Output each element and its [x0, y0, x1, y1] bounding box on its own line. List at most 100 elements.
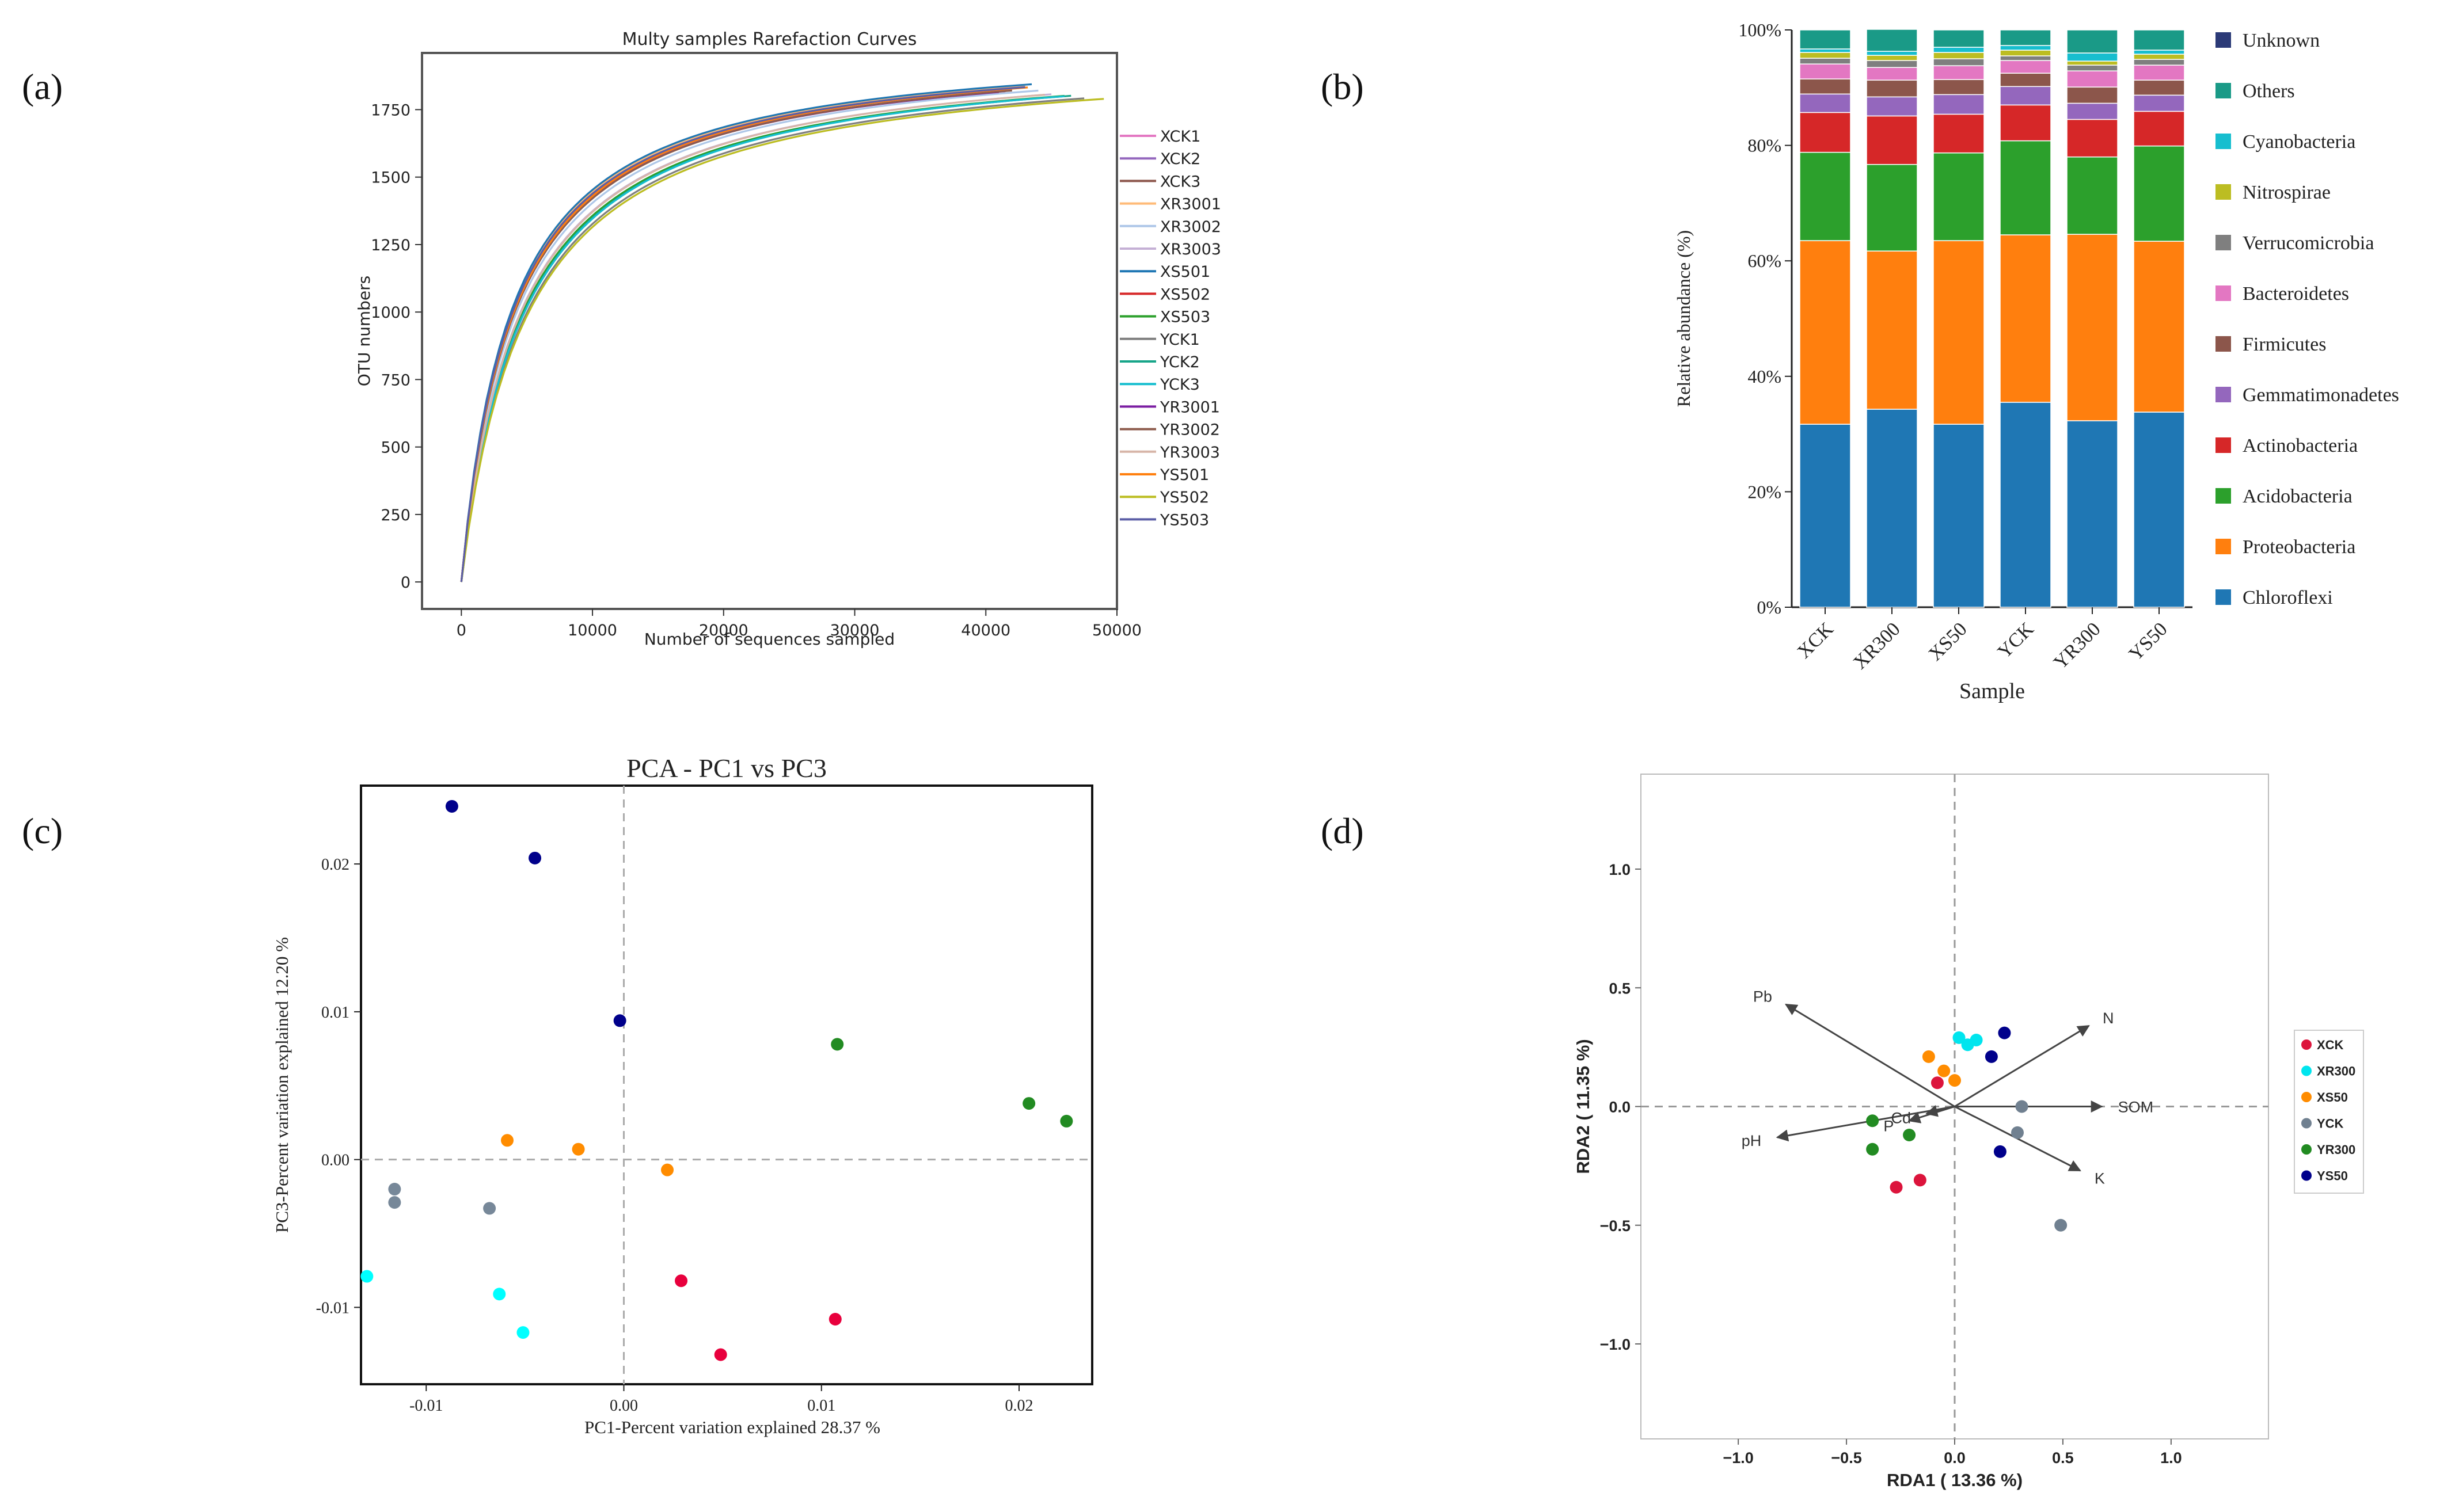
data-point-group2-1	[360, 1270, 374, 1283]
bar-segment-XR300-Chloroflexi	[1866, 409, 1918, 608]
rda-chart: −1.0 −0.5 0.0 0.5 1.0 −1.0 −0.5 0.0 0.5 1.0 RDA1 (…	[1573, 774, 2364, 1490]
y-tick-label: 0.0	[1609, 1099, 1631, 1116]
x-tick-label: 0	[457, 622, 466, 639]
y-tick-label: 0.00	[321, 1152, 349, 1170]
env-arrow-label-pH: pH	[1742, 1132, 1762, 1149]
x-tick-label: XCK	[1793, 618, 1838, 662]
data-point-YS50-3	[1993, 1145, 2006, 1158]
data-point-group1-2	[714, 1348, 727, 1361]
legend-label-XR3002: XR3002	[1160, 218, 1221, 236]
bar-segment-XS50-Verrucomicrobia	[1933, 58, 1985, 66]
legend-label-YR3003: YR3003	[1160, 444, 1220, 462]
y-tick-label: 500	[381, 439, 411, 457]
x-axis-label: PC1-Percent variation explained 28.37 %	[584, 1417, 880, 1437]
data-point-group4-1	[388, 1183, 401, 1196]
data-point-XS50-2	[1937, 1064, 1951, 1077]
y-tick-label: 20%	[1747, 481, 1781, 502]
data-point-group3-2	[572, 1142, 585, 1156]
series-line-XCK1	[460, 87, 1012, 582]
bar-segment-XCK-Firmicutes	[1799, 78, 1851, 95]
legend-label-Acidobacteria: Acidobacteria	[2243, 486, 2353, 507]
legend-label-YCK: YCK	[2317, 1117, 2344, 1131]
series-line-XCK2	[460, 90, 1006, 582]
legend-swatch-Cyanobacteria	[2215, 134, 2231, 149]
bar-segment-YR300-Others	[2066, 29, 2118, 54]
legend-swatch-Others	[2215, 83, 2231, 98]
x-tick-label: 50000	[1092, 622, 1142, 639]
bar-segment-YCK-Acidobacteria	[2000, 140, 2051, 235]
x-tick-label: YS50	[2125, 618, 2172, 665]
legend-label-Others: Others	[2243, 81, 2295, 102]
x-tick-label: 0.02	[1005, 1397, 1033, 1415]
legend-label-Actinobacteria: Actinobacteria	[2243, 435, 2358, 456]
bar-segment-XCK-Proteobacteria	[1799, 240, 1851, 425]
legend-marker-XCK	[2301, 1039, 2312, 1050]
y-tick-label: -0.01	[316, 1299, 349, 1317]
series-line-YS501	[460, 86, 1028, 582]
series-line-YCK1	[460, 97, 1085, 582]
data-point-group2-2	[493, 1288, 506, 1301]
bar-segment-YS50-Actinobacteria	[2133, 111, 2185, 147]
x-tick-label: YCK	[1994, 618, 2038, 662]
x-tick-label: −1.0	[1723, 1449, 1753, 1467]
bar-segment-YR300-Nitrospirae	[2066, 60, 2118, 66]
x-tick-label: 0.00	[610, 1397, 638, 1415]
y-tick-label: 1000	[371, 304, 411, 322]
y-tick-label: 1.0	[1609, 861, 1631, 878]
data-point-YS50-2	[1985, 1050, 1998, 1063]
legend-label-XS50: XS50	[2317, 1090, 2348, 1105]
bar-segment-YR300-Chloroflexi	[2066, 420, 2118, 608]
env-arrow-pH	[1776, 1106, 1955, 1142]
bar-segment-XR300-Actinobacteria	[1866, 115, 1918, 165]
data-point-YCK-1	[2015, 1100, 2028, 1113]
series-line-YCK2	[460, 94, 1071, 582]
series-line-YR3002	[460, 89, 1012, 582]
x-tick-label: 30000	[830, 622, 880, 639]
legend-label-XR3003: XR3003	[1160, 241, 1221, 258]
y-axis-label: RDA2 ( 11.35 %)	[1573, 1039, 1593, 1174]
legend-label-XR3001: XR3001	[1160, 196, 1221, 214]
bar-segment-YR300-Acidobacteria	[2066, 156, 2118, 235]
legend-label-Bacteroidetes: Bacteroidetes	[2243, 283, 2349, 304]
pca-chart: PCA - PC1 vs PC3 -0.01 0.00 0.01 0.02 -0.01 0.…	[272, 753, 1093, 1437]
bar-segment-XS50-Others	[1933, 29, 1985, 48]
legend-label-YCK1: YCK1	[1160, 331, 1200, 349]
data-point-group4-3	[483, 1202, 496, 1215]
panel-label-c: (c)	[22, 810, 63, 851]
legend-label-YCK3: YCK3	[1160, 376, 1200, 394]
data-point-group3-1	[501, 1134, 514, 1147]
x-tick-label: 0.5	[2052, 1449, 2074, 1467]
bar-segment-YCK-Verrucomicrobia	[2000, 55, 2051, 61]
legend-swatch-Unknown	[2215, 32, 2231, 48]
bar-segment-XCK-Gemmatimonadetes	[1799, 93, 1851, 113]
bar-segment-XCK-Cyanobacteria	[1799, 48, 1851, 53]
legend-label-Cyanobacteria: Cyanobacteria	[2243, 131, 2355, 153]
legend-swatch-Nitrospirae	[2215, 184, 2231, 200]
bar-segment-XCK-Bacteroidetes	[1799, 63, 1851, 80]
y-axis-label: Relative abundance (%)	[1673, 230, 1694, 407]
series-line-XS501	[460, 83, 1032, 582]
bar-segment-YR300-Bacteroidetes	[2066, 70, 2118, 88]
bar-segment-YCK-Bacteroidetes	[2000, 60, 2051, 74]
legend-label-XS503: XS503	[1160, 309, 1210, 326]
bar-segment-XR300-Bacteroidetes	[1866, 67, 1918, 81]
legend-marker-YCK	[2301, 1118, 2312, 1129]
series-line-YCK3	[460, 95, 1065, 582]
data-point-YR300-1	[1866, 1114, 1879, 1128]
legend-label-Gemmatimonadetes: Gemmatimonadetes	[2243, 384, 2399, 406]
plot-frame	[360, 784, 1093, 1385]
legend-label-YS50: YS50	[2317, 1169, 2348, 1183]
legend-label-Nitrospirae: Nitrospirae	[2243, 182, 2331, 203]
bar-segment-XS50-Firmicutes	[1933, 79, 1985, 96]
legend-label-Firmicutes: Firmicutes	[2243, 334, 2326, 355]
bar-segment-YR300-Actinobacteria	[2066, 119, 2118, 158]
series-line-XR3003	[460, 93, 1052, 582]
x-tick-label: −0.5	[1831, 1449, 1861, 1467]
env-arrow-P	[1908, 1106, 1955, 1123]
bar-segment-XCK-Chloroflexi	[1799, 424, 1851, 608]
legend-label-YS503: YS503	[1160, 511, 1209, 529]
relative-abundance-chart: 0% 20% 40% 60% 80% 100% Relative abundance (%)…	[1673, 20, 2399, 703]
bar-segment-YCK-Nitrospirae	[2000, 49, 2051, 56]
chart-title: Multy samples Rarefaction Curves	[622, 29, 917, 49]
